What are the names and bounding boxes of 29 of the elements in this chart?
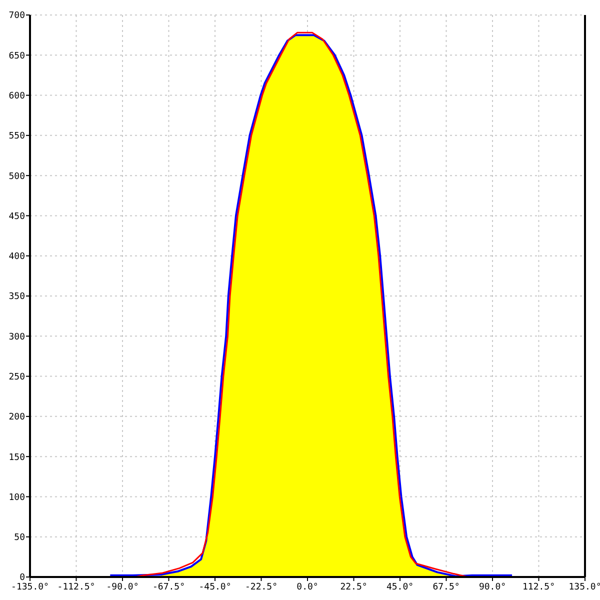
x-tick-label: 67.5° [432,582,460,592]
line-series [109,34,514,577]
x-tick-label: -22.5° [244,582,278,592]
x-tick-label: 112.5° [522,582,556,592]
x-tick-label: 135.0° [568,582,600,592]
x-tick-label: 0.0° [296,582,318,592]
y-tick-label: 600 [8,91,25,102]
x-tick-label: -90.0° [106,582,139,592]
y-tick-label: 300 [8,332,25,342]
x-tick-label: -135.0° [11,582,49,592]
y-tick-label: 150 [8,452,25,463]
y-tick-label: 550 [8,132,25,142]
x-tick-label: 90.0° [478,582,506,592]
y-tick-label: 350 [8,292,25,302]
x-tick-label: 45.0° [386,582,414,592]
x-tick-label: -112.5° [57,582,96,592]
x-tick-label: -45.0° [198,582,232,592]
y-tick-label: 400 [8,252,25,262]
y-tick-label: 700 [8,11,25,22]
x-tick-label: -67.5° [152,582,186,592]
y-tick-label: 0 [20,573,25,584]
y-tick-label: 50 [14,533,25,544]
y-tick-label: 100 [8,492,25,503]
y-tick-label: 650 [8,51,25,62]
x-tick-label: 22.5° [340,582,368,592]
y-tick-label: 450 [8,212,25,222]
y-tick-label: 200 [8,412,25,423]
y-tick-label: 250 [8,372,25,382]
y-tick-label: 500 [8,172,25,182]
